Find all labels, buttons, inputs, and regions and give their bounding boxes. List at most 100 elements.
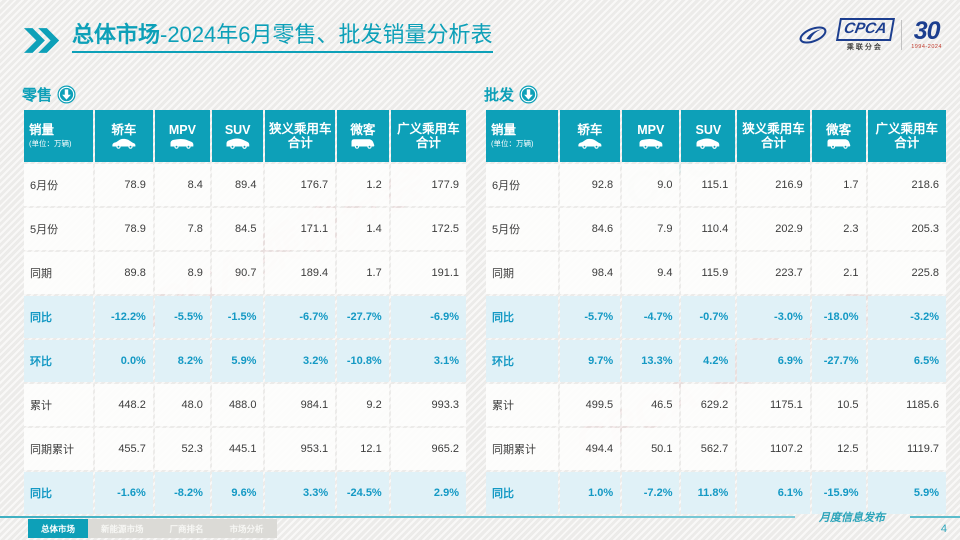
col-header-5: 广义乘用车 合计 xyxy=(390,110,466,162)
retail-section-label: 零售 xyxy=(22,86,53,104)
cell-value: 562.7 xyxy=(681,428,736,470)
cell-value: 488.0 xyxy=(211,384,264,426)
cell-value: 5.9% xyxy=(211,340,264,382)
mpv-car-icon xyxy=(170,139,194,149)
footer-tab-0[interactable]: 总体市场 xyxy=(28,519,89,538)
cell-value: 1.2 xyxy=(337,164,389,206)
retail-section: 零售 销量 (单位：万辆) 轿车 MPV SUV 狭义乘用车 合计 微客 广义乘用车 合计 6月份 7… xyxy=(22,84,468,516)
col-header-4: 微客 xyxy=(337,110,389,162)
cell-value: 110.4 xyxy=(681,208,736,250)
cell-value: 52.3 xyxy=(154,428,210,470)
sedan-car-icon xyxy=(578,139,602,149)
wholesale-table-mount: 销量 (单位：万辆) 轿车 MPV SUV 狭义乘用车 合计 微客 广义乘用车 合计 6月份 92.8… xyxy=(484,108,948,516)
col-header-label-line2: 合计 xyxy=(761,136,787,150)
van-icon xyxy=(827,139,850,149)
cpca-logo: CPCA 乘联分会 30 1994-2024 xyxy=(797,18,942,52)
col-header-label: SUV xyxy=(224,122,251,137)
cell-value: 13.3% xyxy=(622,340,680,382)
cpca-abbr: CPCA xyxy=(835,18,895,41)
table-row: 6月份 78.9 8.4 89.4 176.7 1.2 177.9 xyxy=(24,164,466,206)
row-label: 同比 xyxy=(24,472,93,514)
cell-value: 1.7 xyxy=(337,252,389,294)
cell-value: -1.5% xyxy=(211,296,264,338)
wholesale-section-header: 批发 xyxy=(484,84,948,104)
cell-value: 205.3 xyxy=(867,208,946,250)
cpca-text-block: CPCA 乘联分会 xyxy=(835,18,895,52)
van-icon xyxy=(351,139,375,149)
col-header-label: 轿车 xyxy=(577,122,603,137)
row-label: 累计 xyxy=(486,384,558,426)
col-header-3: 狭义乘用车 合计 xyxy=(737,110,810,162)
page-title-rest: -2024年6月零售、批发销量分析表 xyxy=(160,22,493,47)
row-label: 同比 xyxy=(486,296,558,338)
anniversary-logo: 30 1994-2024 xyxy=(911,17,942,50)
row-label: 5月份 xyxy=(486,208,558,250)
sales-title: 销量 xyxy=(491,123,517,138)
cell-value: 953.1 xyxy=(265,428,336,470)
cell-value: 3.3% xyxy=(265,472,336,514)
col-header-4: 微客 xyxy=(811,110,866,162)
cell-value: 216.9 xyxy=(737,164,810,206)
page-number: 4 xyxy=(940,523,947,535)
footer-tab-1[interactable]: 新能源市场 xyxy=(88,519,157,538)
col-header-icon-holder xyxy=(155,138,210,149)
cell-value: 1107.2 xyxy=(737,428,810,470)
cell-value: 1119.7 xyxy=(867,428,946,470)
cell-value: 6.1% xyxy=(737,472,810,514)
cell-value: -10.8% xyxy=(337,340,389,382)
col-header-icon-holder xyxy=(212,138,264,150)
cell-value: 84.6 xyxy=(559,208,621,250)
footer-divider-line xyxy=(0,516,795,518)
cell-value: 90.7 xyxy=(211,252,264,294)
row-label: 6月份 xyxy=(24,164,93,206)
cell-value: 1185.6 xyxy=(867,384,946,426)
table-row: 同比 -1.6% -8.2% 9.6% 3.3% -24.5% 2.9% xyxy=(24,472,466,514)
cell-value: 84.5 xyxy=(211,208,264,250)
mpv-car-icon xyxy=(639,139,663,149)
cell-value: 445.1 xyxy=(211,428,264,470)
cell-value: 115.9 xyxy=(681,252,736,294)
footer-nav-tabs: 总体市场 新能源市场 厂商排名 市场分析 xyxy=(28,519,277,538)
table-row: 同比 -5.7% -4.7% -0.7% -3.0% -18.0% -3.2% xyxy=(486,296,946,338)
cell-value: 7.8 xyxy=(154,208,210,250)
table-row: 同期累计 494.4 50.1 562.7 1107.2 12.5 1119.7 xyxy=(486,428,946,470)
footer-divider-line-right xyxy=(910,516,960,518)
cell-value: 12.5 xyxy=(811,428,866,470)
col-header-label: 狭义乘用车 xyxy=(269,121,332,136)
table-row: 同比 -12.2% -5.5% -1.5% -6.7% -27.7% -6.9% xyxy=(24,296,466,338)
cell-value: -3.0% xyxy=(737,296,810,338)
cell-value: 965.2 xyxy=(390,428,466,470)
wholesale-section: 批发 销量 (单位：万辆) 轿车 MPV SUV 狭义乘用车 合计 微客 广义乘用车 合计 6月份 9… xyxy=(484,84,948,516)
row-label: 同期 xyxy=(24,252,93,294)
cell-value: 2.3 xyxy=(811,208,866,250)
table-row: 累计 499.5 46.5 629.2 1175.1 10.5 1185.6 xyxy=(486,384,946,426)
cell-value: 629.2 xyxy=(681,384,736,426)
table-row: 同期累计 455.7 52.3 445.1 953.1 12.1 965.2 xyxy=(24,428,466,470)
cell-value: 2.9% xyxy=(390,472,466,514)
cell-value: -1.6% xyxy=(94,472,153,514)
cell-value: -3.2% xyxy=(867,296,946,338)
slide-header: 总体市场-2024年6月零售、批发销量分析表 xyxy=(24,22,493,54)
col-header-label: 微客 xyxy=(826,122,852,137)
row-label: 同比 xyxy=(486,472,558,514)
footer-tab-2[interactable]: 厂商排名 xyxy=(156,519,217,538)
col-header-icon-holder xyxy=(622,138,679,149)
col-header-label: SUV xyxy=(695,122,722,137)
footer-tab-3[interactable]: 市场分析 xyxy=(216,519,277,538)
cell-value: -24.5% xyxy=(337,472,389,514)
anniversary-number: 30 xyxy=(913,17,941,45)
double-chevron-icon xyxy=(24,28,60,54)
col-header-1: MPV xyxy=(154,110,210,162)
page-title-highlight: 总体市场 xyxy=(72,22,161,47)
cell-value: 499.5 xyxy=(559,384,621,426)
cell-value: -0.7% xyxy=(681,296,736,338)
retail-section-header: 零售 xyxy=(22,84,468,104)
cell-value: -27.7% xyxy=(811,340,866,382)
col-header-0: 轿车 xyxy=(94,110,153,162)
cell-value: 494.4 xyxy=(559,428,621,470)
col-header-2: SUV xyxy=(211,110,264,162)
cell-value: -4.7% xyxy=(622,296,680,338)
sedan-car-icon xyxy=(112,139,136,149)
arrow-down-circle-icon xyxy=(519,84,538,104)
cell-value: 189.4 xyxy=(265,252,336,294)
